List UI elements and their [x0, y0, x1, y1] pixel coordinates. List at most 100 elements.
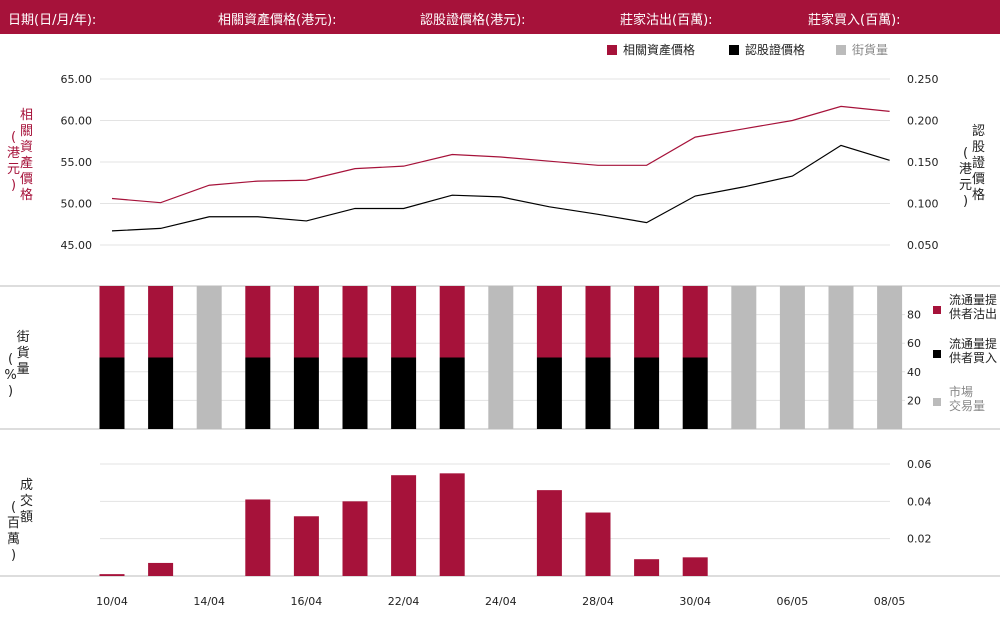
warrant-price-label: 認股證價格(港元): — [420, 13, 526, 28]
legend-label: 認股證價格 — [745, 42, 805, 57]
axis-label-main: 街貨量 — [16, 330, 30, 377]
volume-bar — [342, 357, 368, 429]
legend-swatch — [729, 45, 739, 55]
left-tick-label: 55.00 — [61, 156, 93, 169]
turnover-bar — [99, 574, 125, 576]
volume-bar — [439, 286, 465, 358]
turnover-bar — [342, 501, 368, 576]
x-tick-label: 08/05 — [874, 595, 906, 608]
volume-bar — [439, 357, 465, 429]
axis-label-main: 認股證價格 — [972, 124, 986, 203]
volume-legend-label: 流通量提 — [949, 336, 997, 351]
x-tick-label: 28/04 — [582, 595, 614, 608]
legend-swatch — [607, 45, 617, 55]
volume-legend-label: 流通量提 — [949, 292, 997, 307]
volume-legend-swatch — [933, 398, 941, 406]
volume-tick-label: 60 — [907, 337, 921, 350]
turnover-bar — [439, 473, 465, 576]
turnover-bar — [585, 512, 611, 576]
right-tick-label: 0.250 — [907, 73, 939, 86]
warrant-price-line — [111, 144, 890, 232]
volume-bar — [148, 357, 174, 429]
turnover-tick-label: 0.06 — [907, 458, 932, 471]
volume-legend-label: 市場 — [949, 384, 973, 399]
x-tick-label: 30/04 — [679, 595, 711, 608]
bank-sell-label: 莊家沽出(百萬): — [620, 13, 713, 28]
underlying-price-line — [111, 105, 890, 204]
volume-bar — [148, 286, 174, 358]
volume-legend-swatch — [933, 306, 941, 314]
volume-bar — [634, 357, 660, 429]
axis-label-main: 相關資產價格 — [20, 108, 34, 203]
axis-label-main: 成交額 — [20, 478, 34, 525]
bank-buy-label: 莊家買入(百萬): — [808, 13, 901, 28]
volume-bar — [293, 286, 319, 358]
volume-tick-label: 20 — [907, 394, 921, 407]
right-tick-label: 0.050 — [907, 239, 939, 252]
x-tick-label: 16/04 — [291, 595, 323, 608]
turnover-bar — [148, 562, 174, 576]
x-tick-label: 06/05 — [777, 595, 809, 608]
volume-bar — [779, 286, 805, 429]
right-tick-label: 0.150 — [907, 156, 939, 169]
x-tick-label: 10/04 — [96, 595, 128, 608]
turnover-bar — [391, 475, 417, 576]
axis-label-unit: (%) — [4, 352, 17, 399]
volume-bar — [99, 286, 125, 358]
volume-bar — [245, 357, 271, 429]
volume-bar — [293, 357, 319, 429]
right-tick-label: 0.200 — [907, 115, 939, 128]
turnover-bar — [682, 557, 708, 576]
volume-legend-label: 供者買入 — [949, 351, 997, 365]
volume-bar — [536, 286, 562, 358]
legend-label: 相關資產價格 — [623, 42, 695, 57]
combined-chart: 45.00 50.00 55.00 60.00 65.00 0.050 0.100 0.150… — [0, 42, 1000, 608]
volume-bar — [731, 286, 757, 429]
volume-bar — [585, 357, 611, 429]
turnover-bar — [536, 490, 562, 576]
axis-label-unit: (港元) — [958, 146, 972, 209]
volume-bar — [99, 357, 125, 429]
warrant-axis-label: (港元)認股證價格 — [950, 124, 994, 210]
volume-legend-label: 供者沽出 — [949, 307, 997, 321]
volume-bar — [536, 357, 562, 429]
volume-bar — [391, 357, 417, 429]
volume-bar — [634, 286, 660, 358]
axis-label-unit: (港元) — [6, 130, 20, 193]
volume-bar — [682, 286, 708, 358]
legend-swatch — [836, 45, 846, 55]
volume-bar — [682, 357, 708, 429]
turnover-tick-label: 0.04 — [907, 495, 932, 508]
header-bar: 日期(日/月/年): 相關資產價格(港元): 認股證價格(港元): 莊家沽出(百… — [0, 0, 1000, 34]
left-tick-label: 60.00 — [61, 115, 93, 128]
turnover-axis-label: (百萬)成交額 — [0, 478, 40, 564]
volume-bar — [585, 286, 611, 358]
volume-legend-swatch — [933, 350, 941, 358]
turnover-bar — [293, 516, 319, 576]
left-tick-label: 50.00 — [61, 198, 93, 211]
volume-bar — [245, 286, 271, 358]
volume-bar — [877, 286, 903, 429]
date-label: 日期(日/月/年): — [8, 13, 97, 28]
legend-label: 街貨量 — [852, 42, 888, 57]
left-tick-label: 45.00 — [61, 239, 93, 252]
x-tick-label: 22/04 — [388, 595, 420, 608]
underlying-axis-label: (港元)相關資產價格 — [0, 108, 40, 204]
x-tick-label: 14/04 — [193, 595, 225, 608]
volume-legend-label: 交易量 — [949, 398, 985, 413]
volume-bar — [196, 286, 222, 429]
volume-tick-label: 80 — [907, 309, 921, 322]
x-tick-label: 24/04 — [485, 595, 517, 608]
outstanding-axis-label: (%)街貨量 — [0, 330, 34, 400]
volume-tick-label: 40 — [907, 366, 921, 379]
left-tick-label: 65.00 — [61, 73, 93, 86]
right-tick-label: 0.100 — [907, 198, 939, 211]
turnover-bar — [245, 499, 271, 576]
turnover-tick-label: 0.02 — [907, 533, 932, 546]
volume-bar — [828, 286, 854, 429]
axis-label-unit: (百萬) — [6, 500, 20, 563]
volume-bar — [342, 286, 368, 358]
turnover-bar — [634, 559, 660, 576]
volume-bar — [488, 286, 514, 429]
underlying-price-label: 相關資產價格(港元): — [218, 13, 337, 28]
